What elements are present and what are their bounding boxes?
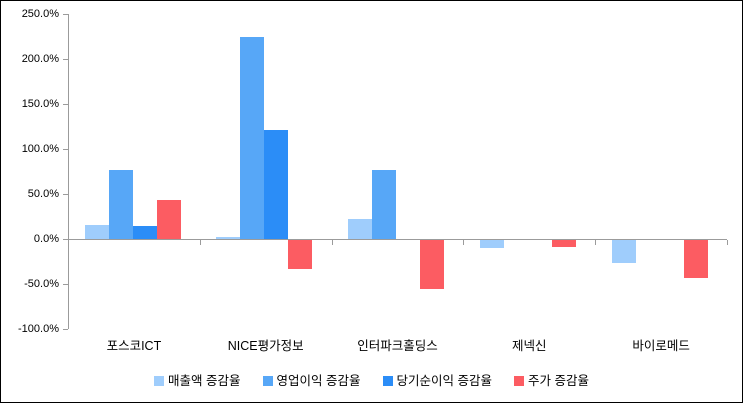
y-axis-tick (63, 104, 68, 105)
y-axis-tick-label: -50.0% (24, 278, 59, 290)
bar-바이로메드-주가 증감율 (683, 240, 708, 278)
legend-item: 매출액 증감율 (154, 374, 241, 388)
y-axis-tick-label: 50.0% (27, 188, 59, 200)
y-axis-line (68, 14, 69, 329)
x-axis-category-label: 바이로메드 (632, 339, 690, 353)
bar-NICE평가정보-매출액 증감율 (216, 237, 241, 239)
x-axis-tick (595, 240, 596, 245)
legend-label: 매출액 증감율 (168, 374, 241, 388)
legend-swatch (382, 376, 393, 386)
x-axis-line (68, 239, 727, 240)
y-axis-tick-label: 0.0% (33, 233, 59, 245)
x-axis-category-label: 포스코ICT (106, 339, 162, 353)
x-axis-tick (200, 240, 201, 245)
bar-NICE평가정보-당기순이익 증감율 (264, 130, 289, 239)
bar-제넥신-매출액 증감율 (479, 240, 504, 249)
bar-바이로메드-매출액 증감율 (611, 240, 636, 263)
bar-포스코ICT-당기순이익 증감율 (132, 225, 157, 239)
bar-포스코ICT-주가 증감율 (156, 200, 181, 239)
x-axis-tick (727, 240, 728, 245)
legend-item: 당기순이익 증감율 (382, 374, 492, 388)
legend-label: 영업이익 증감율 (276, 374, 361, 388)
y-axis-tick (63, 194, 68, 195)
y-axis-tick (63, 59, 68, 60)
x-axis-category-label: 제넥신 (512, 339, 547, 353)
legend-label: 당기순이익 증감율 (396, 374, 492, 388)
x-axis-category-label: NICE평가정보 (227, 339, 304, 353)
y-axis-tick-label: 150.0% (21, 98, 59, 110)
bar-NICE평가정보-영업이익 증감율 (240, 37, 265, 239)
x-axis-tick (463, 240, 464, 245)
x-axis-category-label: 인터파크홀딩스 (357, 339, 438, 353)
bar-포스코ICT-매출액 증감율 (84, 224, 109, 239)
bar-인터파크홀딩스-매출액 증감율 (348, 219, 373, 239)
legend-item: 주가 증감율 (513, 374, 589, 388)
y-axis-tick (63, 284, 68, 285)
bar-포스코ICT-영업이익 증감율 (108, 169, 133, 239)
x-axis-tick (332, 240, 333, 245)
legend-label: 주가 증감율 (527, 374, 589, 388)
y-axis-tick-label: -100.0% (18, 323, 59, 335)
y-axis-tick (63, 239, 68, 240)
y-axis-tick-label: 250.0% (21, 8, 59, 20)
legend-swatch (513, 376, 524, 386)
y-axis-tick (63, 329, 68, 330)
legend-swatch (262, 376, 273, 386)
legend: 매출액 증감율 영업이익 증감율 당기순이익 증감율 주가 증감율 (1, 374, 742, 388)
bar-제넥신-주가 증감율 (551, 240, 576, 248)
legend-item: 영업이익 증감율 (262, 374, 361, 388)
y-axis-tick-label: 100.0% (21, 143, 59, 155)
bar-인터파크홀딩스-주가 증감율 (420, 240, 445, 289)
bar-인터파크홀딩스-영업이익 증감율 (372, 169, 397, 239)
bar-NICE평가정보-주가 증감율 (288, 240, 313, 269)
y-axis-tick (63, 14, 68, 15)
y-axis-tick (63, 149, 68, 150)
y-axis-tick-label: 200.0% (21, 53, 59, 65)
legend-swatch (154, 376, 165, 386)
